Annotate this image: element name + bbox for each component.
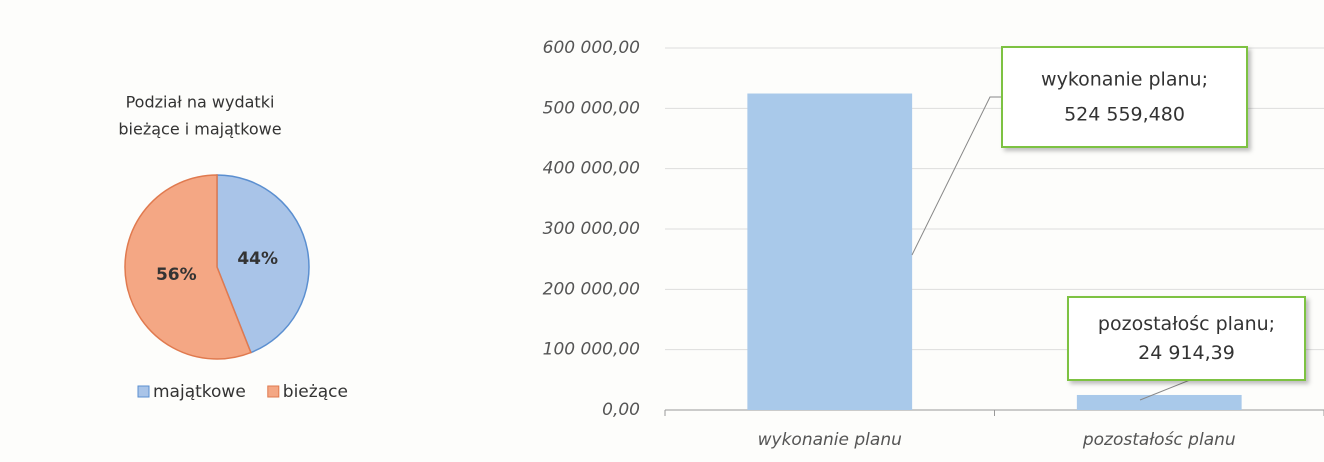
y-tick-label: 200 000,00	[543, 279, 640, 299]
bar	[747, 93, 913, 410]
pie-title: bieżące i majątkowe	[118, 120, 281, 139]
legend-swatch	[267, 385, 280, 398]
y-tick-label: 400 000,00	[543, 159, 640, 179]
callout-title: pozostałośc planu;	[1098, 313, 1275, 335]
pie-label: 56%	[156, 265, 197, 285]
pie-label: 44%	[237, 249, 278, 269]
y-tick-label: 100 000,00	[543, 340, 640, 360]
legend-label: bieżące	[283, 382, 348, 402]
x-tick-label: pozostałośc planu	[1082, 430, 1236, 450]
y-tick-label: 0,00	[602, 400, 640, 420]
callout-box	[1067, 296, 1306, 381]
callout-title: wykonanie planu;	[1041, 69, 1208, 91]
y-tick-label: 300 000,00	[543, 219, 640, 239]
data-label: 24 914,39	[1138, 342, 1235, 364]
bar	[1076, 394, 1242, 410]
callout-leader	[1139, 379, 1191, 401]
x-tick-label: wykonanie planu	[758, 430, 902, 450]
y-tick-label: 500 000,00	[543, 98, 640, 118]
legend-label: majątkowe	[153, 382, 246, 402]
y-tick-label: 600 000,00	[543, 38, 640, 58]
pie-title: Podział na wydatki	[126, 93, 275, 112]
data-label: 524 559,480	[1064, 104, 1185, 126]
callout-box	[1001, 46, 1248, 148]
callout-leader	[911, 96, 1002, 256]
pie-slice	[124, 174, 252, 360]
pie-slice	[216, 174, 310, 354]
legend-swatch	[137, 385, 150, 398]
